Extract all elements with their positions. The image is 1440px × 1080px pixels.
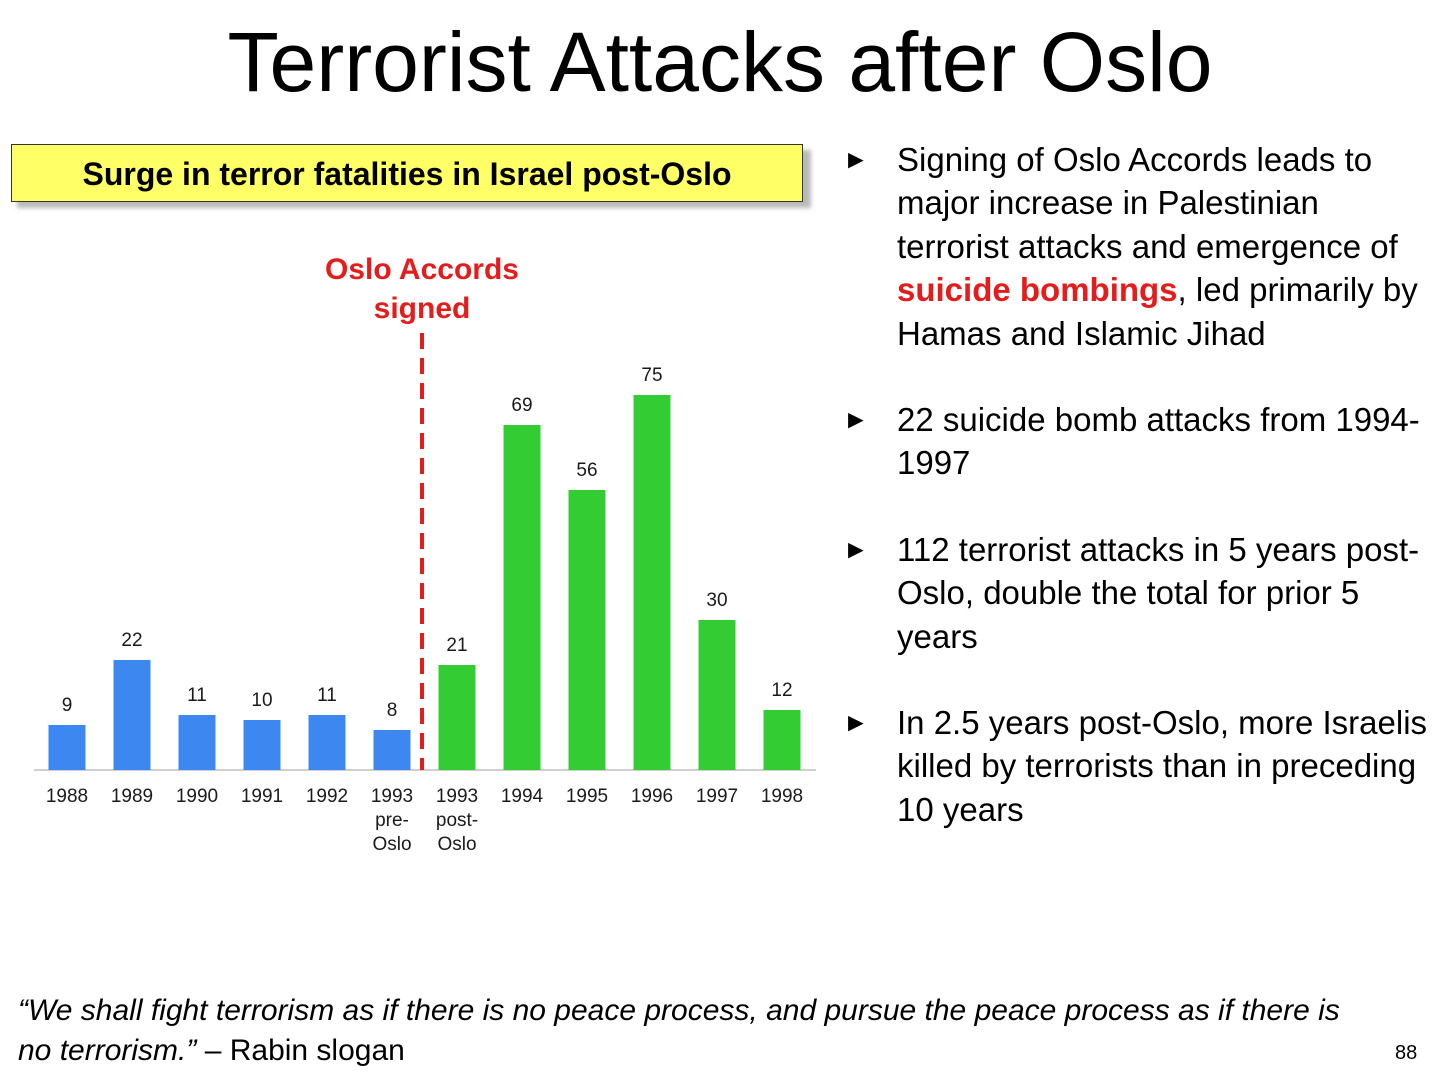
value-label: 12 [771,680,792,701]
category-label-line: 1998 [761,786,803,807]
value-labels-group: 9 22 11 10 11 8 21 69 56 75 30 12 [62,365,793,721]
bar-chart: 9 22 11 10 11 8 21 69 56 75 30 12 1988 1989 1990 1991 1… [34,333,816,855]
category-label-line: 1997 [696,786,738,807]
slide-title: Terrorist Attacks after Oslo [227,15,1213,109]
quote-attribution: – Rabin slogan [196,1034,405,1067]
value-label: 9 [62,695,73,716]
category-label: 1993 pre- Oslo [371,786,413,855]
annotation-line-1: Oslo Accords [325,253,519,286]
bullet-item: ► In 2.5 years post-Oslo, more Israelis k… [843,701,1433,831]
bars-group [48,395,801,770]
bullet-text: 22 suicide bomb attacks from 1994-1997 [897,401,1420,482]
bullet-text: Signing of Oslo Accords leads to major i… [897,141,1398,265]
bar-1998 [763,710,801,770]
category-label-line: 1994 [501,786,544,807]
bullet-item: ► 112 terrorist attacks in 5 years post-O… [843,528,1433,658]
page-number: 88 [1395,1042,1418,1064]
bar-1990 [178,715,216,770]
value-label: 10 [251,690,272,711]
category-label-line: pre- [375,810,409,831]
category-label-line: 1996 [631,786,673,807]
category-label-line: 1993 [371,786,413,807]
bullet-text: 112 terrorist attacks in 5 years post-Os… [897,530,1420,655]
highlight-text: suicide bombings [897,271,1178,309]
bullet-text: , led primarily by Hamas and Islamic Jih… [897,271,1418,352]
category-labels-group: 1988 1989 1990 1991 1992 1993 pre- Oslo 1993 post… [46,786,803,855]
category-label-line: 1993 [436,786,478,807]
bullet-text: In 2.5 years post-Oslo, more Israelis ki… [897,704,1428,828]
value-label: 56 [576,460,597,481]
value-label: 69 [511,395,532,416]
bar-1988 [48,725,86,770]
bar-1996 [633,395,671,770]
category-label-line: 1992 [306,786,348,807]
value-label: 75 [641,365,662,386]
bullet-arrow-icon: ► [843,707,869,738]
category-label-line: 1990 [176,786,218,807]
category-label: 1990 [176,786,218,807]
category-label-line: Oslo [372,834,411,855]
value-label: 11 [187,685,207,706]
category-label: 1997 [696,786,738,807]
category-label: 1989 [111,786,153,807]
value-label: 21 [446,635,467,656]
bar-1994 [503,425,541,770]
bullet-item: ► Signing of Oslo Accords leads to major … [843,138,1433,355]
category-label: 1996 [631,786,673,807]
bullet-item: ► 22 suicide bomb attacks from 1994-1997 [843,398,1433,485]
quote-text: “We shall fight terrorism as if there is… [18,994,1340,1067]
category-label-line: post- [436,810,478,831]
value-label: 8 [387,700,398,721]
bar-1993-post-oslo [438,665,476,770]
bullet-arrow-icon: ► [843,144,869,174]
category-label: 1993 post- Oslo [436,786,478,855]
value-label: 22 [121,630,142,651]
category-label-line: 1995 [566,786,608,807]
annotation-line-2: signed [373,292,471,325]
bullet-arrow-icon: ► [843,533,869,564]
value-label: 11 [317,685,337,706]
chart-title-banner: Surge in terror fatalities in Israel pos… [11,144,803,202]
value-label: 30 [706,590,727,611]
category-label-line: 1991 [241,786,283,807]
category-label: 1991 [241,786,283,807]
category-label: 1998 [761,786,803,807]
bar-1989 [113,660,151,770]
bar-1993-pre-oslo [373,730,411,770]
oslo-accords-annotation: Oslo Accords signed [292,250,552,328]
category-label: 1992 [306,786,348,807]
category-label: 1994 [501,786,544,807]
category-label-line: 1988 [46,786,88,807]
bar-1991 [243,720,281,770]
rabin-quote: “We shall fight terrorism as if there is… [18,991,1348,1071]
category-label: 1995 [566,786,608,807]
bar-1992 [308,715,346,770]
bullet-list: ► Signing of Oslo Accords leads to major … [843,138,1433,831]
bullet-arrow-icon: ► [843,404,869,435]
bar-1997 [698,620,736,770]
category-label-line: Oslo [437,834,476,855]
bar-1995 [568,490,606,770]
category-label: 1988 [46,786,88,807]
category-label-line: 1989 [111,786,153,807]
